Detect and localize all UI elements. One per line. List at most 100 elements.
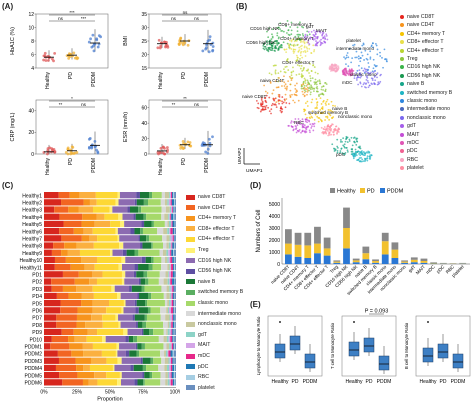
umap-cell: [302, 83, 305, 85]
umap-cell: [353, 74, 356, 77]
y-tick-label: 0: [31, 152, 34, 158]
data-point: [67, 56, 71, 60]
umap-cell: [325, 83, 328, 85]
legend-swatch: [400, 73, 404, 78]
data-point: [89, 37, 92, 41]
legend-swatch: [186, 194, 195, 200]
proportion-segment: [153, 328, 164, 336]
proportion-segment: [139, 235, 147, 242]
umap-cell: [365, 151, 368, 154]
proportion-segment: [146, 213, 162, 220]
umap-cell: [319, 109, 322, 111]
umap-cell: [301, 125, 304, 128]
proportion-segment: [92, 307, 107, 314]
bar-segment: [391, 242, 399, 250]
umap-cell: [345, 147, 348, 149]
panel-b-legend: naive CD8T naive CD4T CD4+ memory T CD8+ ef…: [398, 14, 474, 179]
proportion-segment: [78, 271, 93, 278]
umap-cell: [311, 125, 313, 128]
proportion-segment: [174, 192, 176, 199]
data-point: [208, 144, 212, 148]
proportion-segment: [171, 328, 173, 336]
umap-cell: [339, 150, 342, 152]
umap-cell: [317, 111, 320, 114]
sample-label: PDDM5: [24, 373, 42, 379]
umap-cell: [359, 160, 362, 163]
proportion-segment: [136, 350, 140, 357]
proportion-segment: [121, 271, 126, 278]
umap-cell: [283, 98, 286, 101]
umap-cell: [307, 40, 310, 42]
umap-cell: [351, 57, 354, 60]
umap-cell: [355, 77, 358, 79]
umap-cell: [288, 39, 291, 42]
proportion-segment: [126, 249, 135, 256]
umap-cell: [327, 109, 330, 111]
umap-cell: [314, 71, 317, 74]
proportion-segment: [141, 343, 145, 350]
umap-cell: [333, 64, 336, 66]
umap-cell: [279, 28, 282, 31]
proportion-segment: [168, 242, 171, 249]
umap-cluster-label: CD16 high NK: [250, 26, 280, 31]
umap-cell: [308, 83, 311, 86]
y-tick-label: 20: [141, 136, 147, 142]
legend-label: RBC: [407, 156, 418, 163]
umap-cell: [290, 121, 292, 124]
umap-cell: [314, 78, 317, 81]
legend-label: MAIT: [198, 342, 211, 349]
proportion-segment: [90, 357, 107, 364]
proportion-segment: [133, 364, 143, 372]
umap-cell: [352, 157, 355, 160]
umap-cell: [310, 52, 313, 55]
umap-cell: [284, 83, 287, 86]
data-point: [158, 46, 162, 50]
data-point: [96, 45, 100, 49]
proportion-segment: [44, 278, 52, 285]
legend-label: naive B: [198, 278, 216, 285]
umap-cell: [297, 130, 300, 133]
umap-cell: [363, 82, 366, 84]
legend-swatch: [186, 374, 195, 380]
proportion-segment: [112, 249, 123, 256]
proportion-segment: [76, 242, 94, 249]
umap-cell: [302, 81, 305, 84]
proportion-segment: [160, 199, 165, 206]
umap-cell: [314, 107, 317, 109]
legend-entry: Treg: [400, 56, 417, 62]
proportion-segment: [139, 192, 150, 199]
proportion-segment: [174, 264, 175, 271]
proportion-segment: [129, 350, 137, 357]
proportion-segment: [51, 278, 75, 285]
proportion-segment: [44, 235, 62, 242]
proportion-segment: [163, 292, 167, 300]
proportion-segment: [166, 336, 169, 343]
proportion-segment: [147, 292, 152, 300]
legend-entry: CD56 high NK: [400, 73, 440, 79]
umap-cell: [344, 73, 347, 76]
proportion-segment: [167, 300, 170, 307]
proportion-segment: [125, 336, 129, 343]
proportion-segment: [167, 328, 170, 336]
proportion-segment: [161, 285, 167, 292]
proportion-segment: [67, 249, 80, 256]
proportion-segment: [56, 292, 69, 300]
umap-cell: [298, 46, 301, 49]
proportion-segment: [118, 213, 123, 220]
proportion-segment: [170, 350, 173, 357]
proportion-segment: [145, 256, 152, 264]
umap-cell: [347, 74, 350, 76]
umap-cell: [351, 144, 354, 147]
umap-cell: [355, 138, 358, 141]
umap-cell: [313, 87, 315, 90]
proportion-segment: [56, 321, 77, 328]
legend-swatch: [400, 31, 404, 36]
umap-cell: [313, 29, 315, 32]
umap-cell: [301, 70, 304, 72]
umap-cell: [289, 83, 292, 86]
umap-cell: [294, 44, 297, 47]
legend-swatch: [400, 57, 404, 61]
proportion-segment: [54, 256, 66, 264]
umap-cell: [283, 48, 286, 51]
